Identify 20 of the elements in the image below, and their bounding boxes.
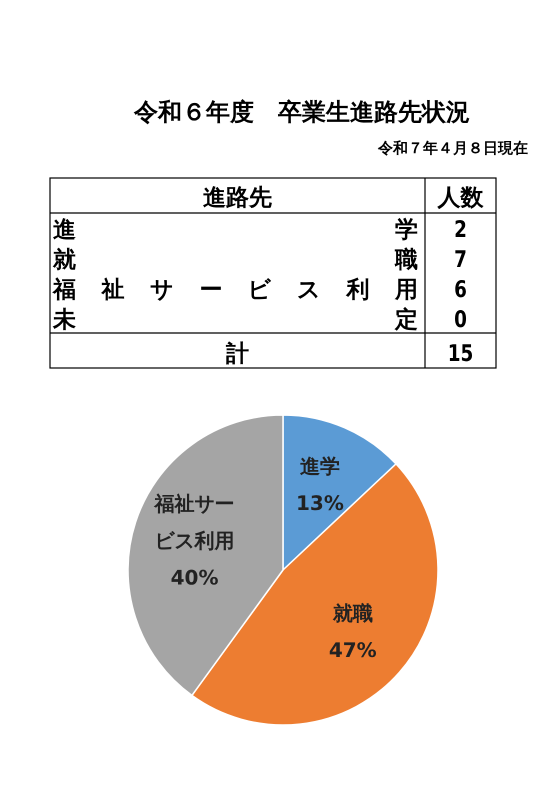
text: 6 — [454, 276, 467, 303]
category-label: 就職 — [53, 247, 418, 273]
data-label: 47% — [328, 636, 378, 664]
category-label: 進学 — [53, 217, 418, 243]
slice-label: 進学 — [298, 452, 341, 480]
text: 7 — [454, 246, 467, 273]
slice-label: 福祉サービス利用 — [152, 490, 236, 555]
text: 進路先 — [203, 185, 272, 211]
chart-subtitle: 令和７年４月８日現在 — [377, 139, 528, 157]
slice-label: 福祉サービス利用 — [52, 277, 418, 303]
text: 15 — [448, 340, 474, 367]
data-label: 40% — [170, 564, 220, 592]
text: 計 — [225, 341, 249, 367]
text: 2 — [454, 216, 467, 243]
data-label: 13% — [294, 490, 345, 517]
text: 人数 — [436, 185, 484, 211]
slice-label: 就職 — [332, 600, 374, 626]
category-label: 未定 — [53, 307, 418, 333]
chart-title: 令和６年度 卒業生進路先状況 — [133, 98, 470, 126]
text: 0 — [454, 306, 467, 333]
